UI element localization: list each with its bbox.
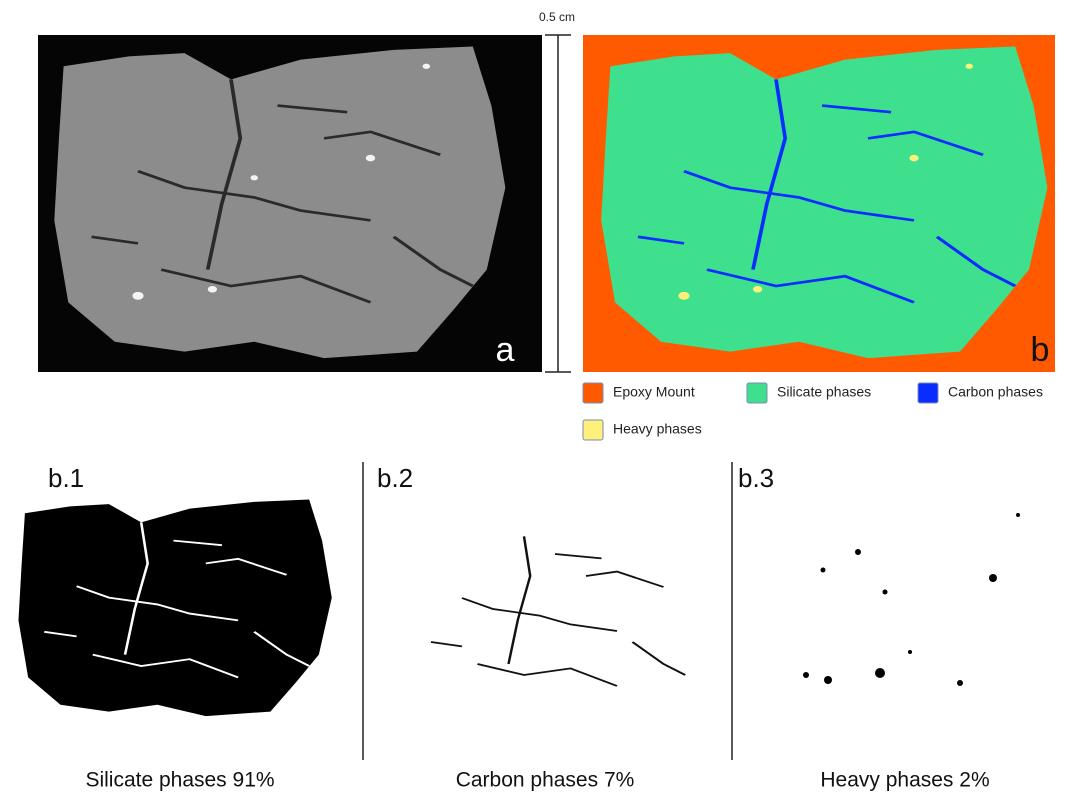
scale-label: 0.5 cm: [539, 10, 575, 24]
panel-a-sample: [54, 47, 505, 359]
legend-label: Epoxy Mount: [613, 384, 695, 400]
subpanel-label: b.1: [48, 463, 84, 493]
figure: a 0.5 cm b Epoxy Mount Silicate phases Car…: [0, 0, 1080, 799]
legend-label: Carbon phases: [948, 384, 1043, 400]
silicate-map: [18, 500, 331, 717]
subpanel-caption: Silicate phases 91%: [85, 769, 274, 792]
legend-label: Heavy phases: [613, 421, 702, 437]
panel-b-sample: [601, 47, 1047, 359]
legend-swatch: [747, 383, 767, 403]
scale-bar: [545, 35, 571, 372]
subpanel-caption: Carbon phases 7%: [456, 769, 635, 792]
carbon-map: [431, 536, 685, 686]
legend-swatch: [583, 383, 603, 403]
subpanel-label: b.2: [377, 463, 413, 493]
subpanel-caption: Heavy phases 2%: [820, 769, 989, 792]
legend-label: Silicate phases: [777, 384, 871, 400]
legend-swatch: [918, 383, 938, 403]
legend: Epoxy Mount Silicate phases Carbon phases H…: [583, 383, 1043, 440]
heavy-map: [803, 513, 1020, 686]
panel-label: a: [496, 331, 515, 369]
panel-label: b: [1031, 331, 1050, 369]
legend-swatch: [583, 420, 603, 440]
subpanel-label: b.3: [738, 463, 774, 493]
